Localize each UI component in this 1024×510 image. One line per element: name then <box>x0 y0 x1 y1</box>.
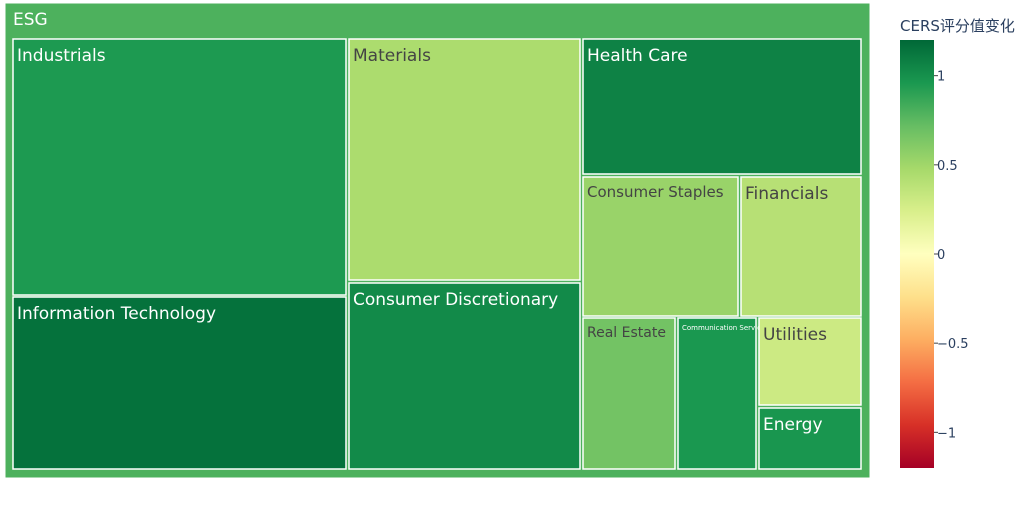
treemap-label-consumer-discretionary: Consumer Discretionary <box>353 290 558 310</box>
treemap-tile-financials[interactable] <box>740 176 862 317</box>
treemap-label-information-technology: Information Technology <box>17 304 216 324</box>
treemap-tile-real-estate[interactable] <box>582 317 676 470</box>
treemap-root-label: ESG <box>13 10 48 30</box>
treemap-label-materials: Materials <box>353 46 431 66</box>
treemap-label-utilities: Utilities <box>763 325 827 345</box>
treemap-tile-industrials[interactable] <box>12 38 347 296</box>
colorbar-tick-label: 0 <box>937 248 945 263</box>
colorbar-tick-label: −1 <box>937 426 956 441</box>
treemap-label-health-care: Health Care <box>587 46 688 66</box>
colorbar-gradient <box>900 40 934 468</box>
treemap-label-real-estate: Real Estate <box>587 325 666 341</box>
treemap-tile-utilities[interactable] <box>758 317 862 406</box>
colorbar-tick-label: −0.5 <box>937 337 969 352</box>
treemap-label-communication-services: Communication Services <box>682 324 769 332</box>
treemap-tile-consumer-staples[interactable] <box>582 176 739 317</box>
treemap-label-financials: Financials <box>745 184 828 204</box>
treemap-tile-health-care[interactable] <box>582 38 862 175</box>
treemap-label-consumer-staples: Consumer Staples <box>587 183 724 201</box>
treemap-tile-consumer-discretionary[interactable] <box>348 282 581 470</box>
treemap-area: ESG Industrials Information Technology Mate… <box>4 2 871 479</box>
treemap-tile-information-technology[interactable] <box>12 296 347 470</box>
colorbar-tick-label: 0.5 <box>937 159 958 174</box>
treemap-label-energy: Energy <box>763 415 823 435</box>
colorbar-tick-label: 1 <box>937 70 945 85</box>
treemap-tile-materials[interactable] <box>348 38 581 281</box>
treemap-tile-communication-services[interactable] <box>677 317 757 470</box>
treemap-label-industrials: Industrials <box>17 46 106 66</box>
treemap-tile-energy[interactable] <box>758 407 862 470</box>
colorbar-ticks: 1 0.5 0 −0.5 −1 <box>934 70 969 441</box>
colorbar-title: CERS评分值变化 <box>900 17 1015 35</box>
colorbar: CERS评分值变化 1 0.5 0 −0.5 −1 <box>900 17 1015 468</box>
